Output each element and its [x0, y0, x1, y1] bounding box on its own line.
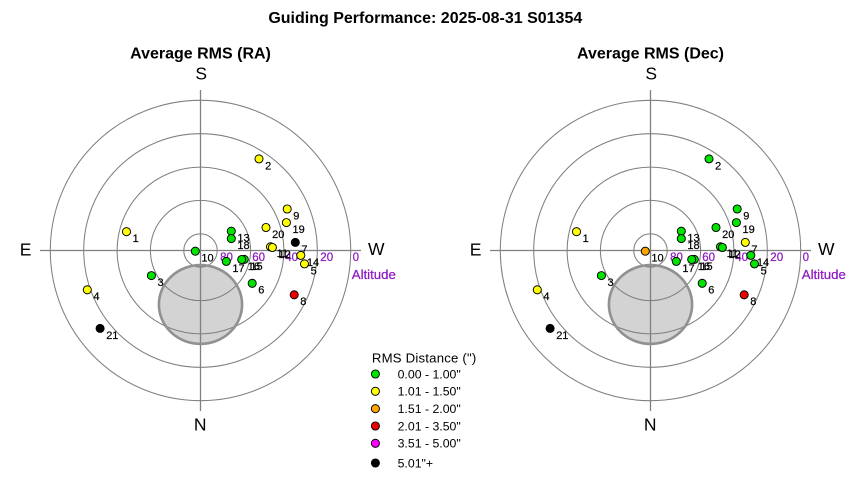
svg-text:9: 9 — [293, 210, 299, 222]
svg-text:16: 16 — [698, 261, 710, 273]
svg-text:6: 6 — [258, 285, 264, 297]
svg-text:W: W — [368, 239, 385, 259]
svg-text:1.01 - 1.50": 1.01 - 1.50" — [398, 385, 461, 399]
svg-text:3: 3 — [158, 277, 164, 289]
svg-text:Average RMS (Dec): Average RMS (Dec) — [577, 46, 724, 63]
svg-text:W: W — [818, 239, 835, 259]
svg-text:E: E — [470, 240, 482, 260]
svg-text:2: 2 — [265, 160, 271, 172]
svg-text:2.01 - 3.50": 2.01 - 3.50" — [398, 419, 461, 433]
svg-text:16: 16 — [248, 261, 260, 273]
svg-text:40: 40 — [735, 252, 748, 264]
svg-text:19: 19 — [293, 224, 305, 236]
svg-text:9: 9 — [743, 210, 749, 222]
svg-text:12: 12 — [729, 249, 741, 261]
svg-text:17: 17 — [232, 263, 244, 275]
svg-text:20: 20 — [320, 252, 333, 264]
svg-text:8: 8 — [750, 296, 756, 308]
svg-text:2: 2 — [715, 160, 721, 172]
svg-text:Altitude: Altitude — [802, 267, 846, 282]
svg-text:Average RMS (RA): Average RMS (RA) — [130, 46, 271, 63]
svg-text:19: 19 — [743, 224, 755, 236]
svg-text:60: 60 — [252, 252, 265, 264]
svg-text:1: 1 — [133, 233, 139, 245]
svg-text:7: 7 — [751, 244, 757, 256]
svg-text:E: E — [20, 240, 32, 260]
svg-text:Altitude: Altitude — [352, 267, 396, 282]
svg-text:5.01"+: 5.01"+ — [398, 456, 433, 470]
svg-text:S: S — [195, 64, 207, 84]
svg-text:13: 13 — [687, 233, 699, 245]
svg-text:20: 20 — [272, 229, 284, 241]
svg-text:RMS Distance ("): RMS Distance (") — [372, 350, 477, 365]
svg-text:0.00 - 1.00": 0.00 - 1.00" — [398, 367, 461, 381]
svg-text:11: 11 — [727, 248, 738, 260]
svg-text:6: 6 — [708, 285, 714, 297]
svg-text:5: 5 — [311, 265, 317, 277]
svg-text:S: S — [645, 64, 657, 84]
svg-text:7: 7 — [301, 244, 307, 256]
svg-text:21: 21 — [106, 330, 118, 342]
svg-text:13: 13 — [237, 233, 249, 245]
svg-text:0: 0 — [353, 252, 359, 264]
svg-text:N: N — [194, 415, 207, 435]
svg-text:12: 12 — [279, 249, 291, 261]
svg-text:20: 20 — [722, 229, 734, 241]
svg-text:40: 40 — [285, 252, 298, 264]
svg-text:10: 10 — [201, 253, 213, 265]
svg-text:17: 17 — [682, 263, 694, 275]
svg-text:4: 4 — [93, 291, 99, 303]
svg-text:15: 15 — [700, 261, 712, 273]
svg-text:20: 20 — [770, 252, 783, 264]
svg-text:21: 21 — [556, 330, 568, 342]
svg-text:18: 18 — [237, 240, 249, 252]
svg-text:14: 14 — [307, 257, 319, 269]
svg-text:18: 18 — [687, 240, 699, 252]
svg-text:10: 10 — [651, 253, 663, 265]
svg-text:3: 3 — [608, 277, 614, 289]
svg-text:N: N — [644, 415, 657, 435]
svg-text:14: 14 — [757, 257, 769, 269]
svg-text:4: 4 — [543, 291, 549, 303]
svg-text:8: 8 — [300, 296, 306, 308]
svg-text:0: 0 — [803, 252, 809, 264]
svg-text:1.51 - 2.00": 1.51 - 2.00" — [398, 402, 461, 416]
svg-text:3.51 - 5.00": 3.51 - 5.00" — [398, 437, 461, 451]
svg-text:Guiding Performance: 2025-08-3: Guiding Performance: 2025-08-31 S01354 — [268, 10, 582, 27]
svg-text:15: 15 — [250, 261, 262, 273]
svg-text:5: 5 — [761, 265, 767, 277]
svg-text:11: 11 — [277, 248, 288, 260]
svg-text:60: 60 — [702, 252, 715, 264]
svg-text:1: 1 — [583, 233, 589, 245]
